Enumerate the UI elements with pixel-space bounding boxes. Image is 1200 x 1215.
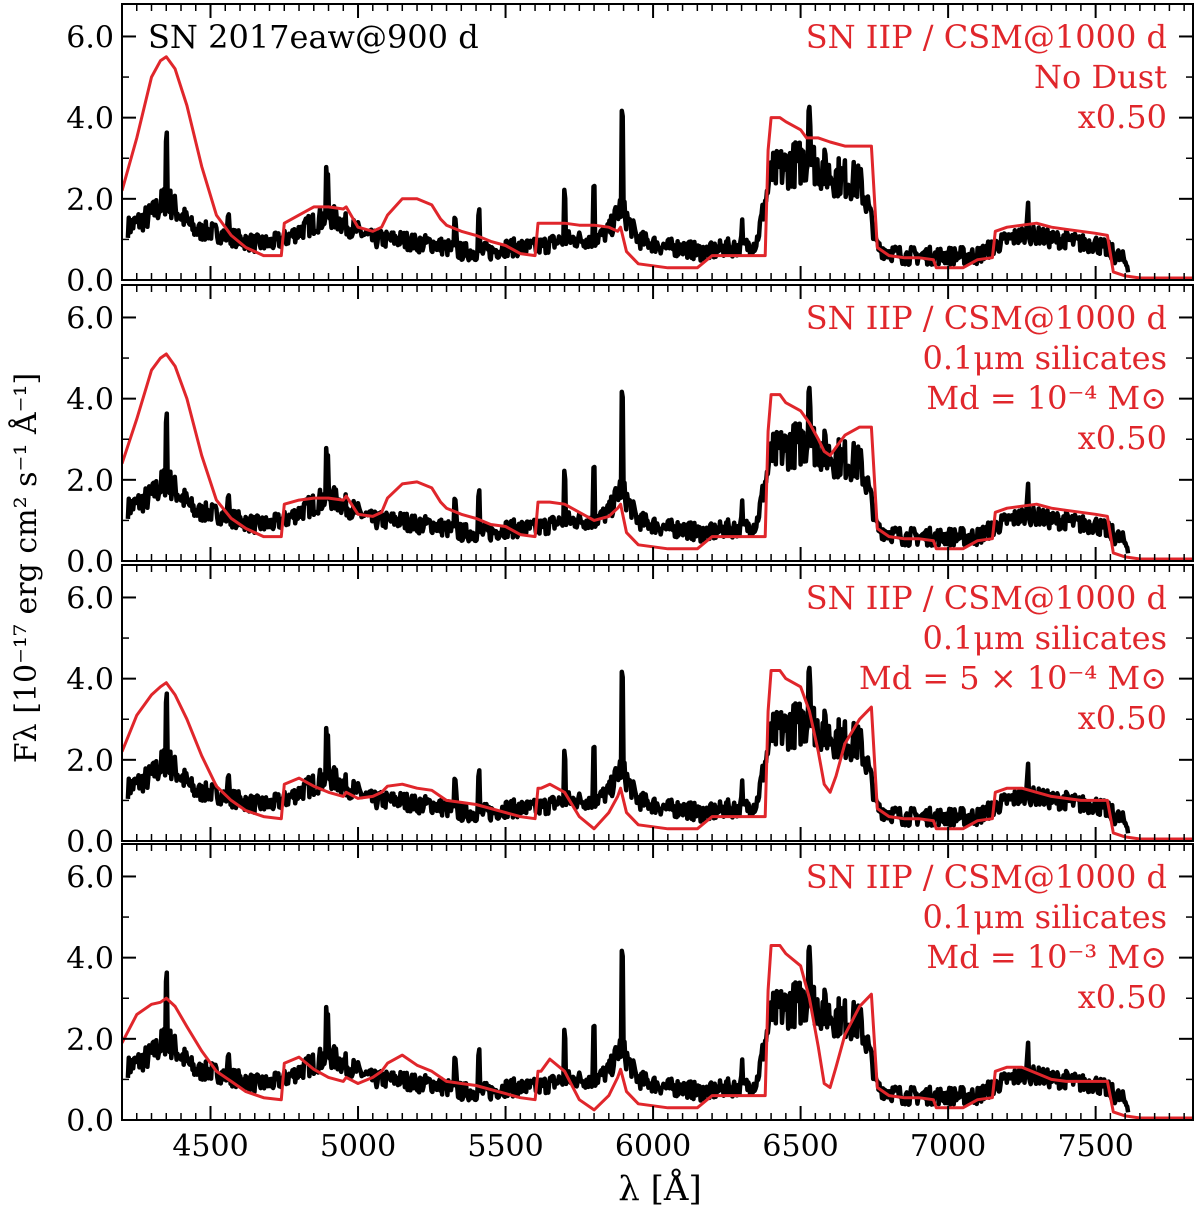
- y-tick-label: 6.0: [66, 301, 114, 336]
- model-spectrum-line: [122, 352, 1193, 561]
- model-annotation: SN IIP / CSM@1000 d: [806, 858, 1167, 896]
- panels-layer: 0.02.04.06.0 SN IIP / CSM@1000 dNo Dustx0…: [66, 3, 1194, 1139]
- model-spectrum-line: [122, 944, 1193, 1120]
- y-tick-label: 2.0: [66, 744, 114, 779]
- x-tick-label: 6000: [615, 1129, 691, 1164]
- model-annotation: x0.50: [1078, 419, 1167, 457]
- model-spectrum-line: [122, 669, 1193, 841]
- panel-2: 0.0 2.0 4.0 6.0 SN IIP / CSM@1000 d0.1μm sil…: [66, 284, 1194, 580]
- observed-label: SN 2017eaw@900 d: [148, 18, 479, 56]
- x-tick-label: 5000: [320, 1129, 396, 1164]
- model-annotation: 0.1μm silicates: [922, 339, 1167, 377]
- panel-frame: [121, 843, 1194, 1121]
- x-tick-labels: 4500 5000 5500 6000 6500 7000 7500: [172, 1129, 1133, 1164]
- model-annotation: No Dust: [1034, 58, 1167, 96]
- x-tick-label: 4500: [172, 1129, 248, 1164]
- x-tick-label: 5500: [467, 1129, 543, 1164]
- y-axis-label: Fλ [10⁻¹⁷ erg cm² s⁻¹ Å⁻¹]: [8, 373, 44, 763]
- panel-4: 0.0 2.0 4.0 6.0 SN IIP / CSM@1000 d0.1μm sil…: [66, 843, 1194, 1139]
- model-annotation: Md = 10⁻³ M⊙: [926, 938, 1167, 976]
- y-tick-label: 4.0: [66, 102, 114, 137]
- model-annotation: 0.1μm silicates: [922, 898, 1167, 936]
- y-tick-label: 2.0: [66, 1023, 114, 1058]
- model-spectrum-line: [122, 55, 1193, 280]
- y-tick-label: 6.0: [66, 860, 114, 895]
- x-tick-label: 7000: [910, 1129, 986, 1164]
- x-axis-label: λ [Å]: [618, 1168, 701, 1209]
- y-tick-label: 0.0: [66, 1104, 114, 1139]
- model-annotation: x0.50: [1078, 978, 1167, 1016]
- y-tick-label: 0.0: [66, 825, 114, 860]
- y-tick-label: 0.0: [66, 264, 114, 299]
- observed-spectrum-line: [125, 104, 1131, 273]
- y-tick-label: 6.0: [66, 20, 114, 55]
- panel-frame: [121, 3, 1194, 281]
- panel-1: 0.0 2.0 4.0 6.0 SN IIP / CSM@1000 dNo Dustx0…: [66, 3, 1194, 299]
- model-annotation: Md = 10⁻⁴ M⊙: [926, 379, 1167, 417]
- observed-spectrum-line: [125, 665, 1131, 834]
- model-annotation: x0.50: [1078, 98, 1167, 136]
- y-tick-label: 0.0: [66, 545, 114, 580]
- y-tick-label: 4.0: [66, 383, 114, 418]
- model-annotation: 0.1μm silicates: [922, 619, 1167, 657]
- x-tick-label: 6500: [762, 1129, 838, 1164]
- y-tick-label: 4.0: [66, 663, 114, 698]
- y-tick-label: 6.0: [66, 581, 114, 616]
- panel-frame: [121, 284, 1194, 562]
- y-tick-label: 2.0: [66, 464, 114, 499]
- panel-3: 0.0 2.0 4.0 6.0 SN IIP / CSM@1000 d0.1μm sil…: [66, 564, 1194, 860]
- y-tick-label: 4.0: [66, 942, 114, 977]
- x-tick-label: 7500: [1057, 1129, 1133, 1164]
- observed-spectrum-line: [125, 385, 1131, 554]
- model-annotation: Md = 5 × 10⁻⁴ M⊙: [859, 659, 1167, 697]
- panel-frame: [121, 564, 1194, 842]
- model-annotation: SN IIP / CSM@1000 d: [806, 18, 1167, 56]
- observed-spectrum-line: [125, 944, 1131, 1113]
- model-annotation: SN IIP / CSM@1000 d: [806, 579, 1167, 617]
- y-tick-label: 2.0: [66, 183, 114, 218]
- model-annotation: SN IIP / CSM@1000 d: [806, 299, 1167, 337]
- model-annotation: x0.50: [1078, 699, 1167, 737]
